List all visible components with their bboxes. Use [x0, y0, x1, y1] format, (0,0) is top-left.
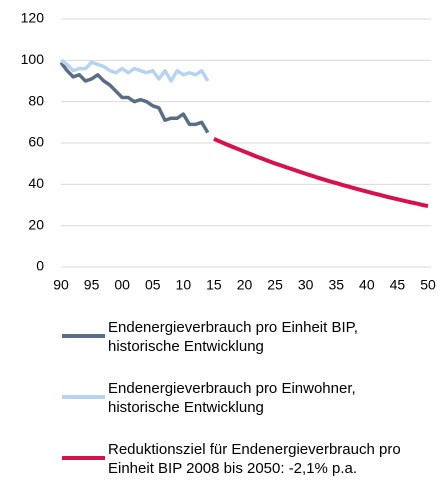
legend-swatch: [62, 395, 105, 399]
legend-entry: Endenergieverbrauch pro Einheit BIP, his…: [0, 318, 441, 368]
x-tick-label: 35: [328, 277, 344, 293]
legend-swatch: [62, 334, 105, 338]
x-tick-label: 45: [390, 277, 406, 293]
y-tick-label: 20: [28, 216, 44, 232]
x-tick-label: 05: [145, 277, 161, 293]
legend-entry: Reduktionsziel für Endenergieverbrauch p…: [0, 440, 441, 490]
legend-label: Reduktionsziel für Endenergieverbrauch p…: [108, 441, 401, 477]
x-tick-label: 30: [298, 277, 314, 293]
legend-label: Endenergieverbrauch pro Einheit BIP, his…: [108, 319, 358, 355]
x-tick-label: 50: [420, 277, 436, 293]
series-line: [59, 61, 210, 134]
y-tick-label: 120: [21, 10, 45, 26]
x-tick-label: 90: [53, 277, 69, 293]
x-tick-label: 25: [267, 277, 283, 293]
x-tick-label: 15: [206, 277, 222, 293]
x-tick-label: 10: [176, 277, 192, 293]
series-line: [213, 137, 429, 208]
legend-entry: Endenergieverbrauch pro Einwohner, histo…: [0, 379, 441, 429]
x-tick-label: 40: [359, 277, 375, 293]
legend-label: Endenergieverbrauch pro Einwohner, histo…: [108, 380, 356, 416]
y-tick-label: 80: [28, 92, 44, 108]
series-line: [60, 58, 210, 83]
y-tick-label: 40: [28, 175, 44, 191]
y-tick-label: 100: [21, 51, 45, 67]
x-tick-label: 95: [84, 277, 100, 293]
x-tick-label: 20: [237, 277, 253, 293]
y-tick-label: 0: [36, 258, 44, 274]
legend-swatch: [62, 456, 105, 460]
chart: 0 20 40 60 80 100 120 90 95 00 05 10 15 20 25 30 35 40 45 5…: [21, 10, 436, 293]
y-tick-label: 60: [28, 134, 44, 150]
x-tick-label: 00: [114, 277, 130, 293]
